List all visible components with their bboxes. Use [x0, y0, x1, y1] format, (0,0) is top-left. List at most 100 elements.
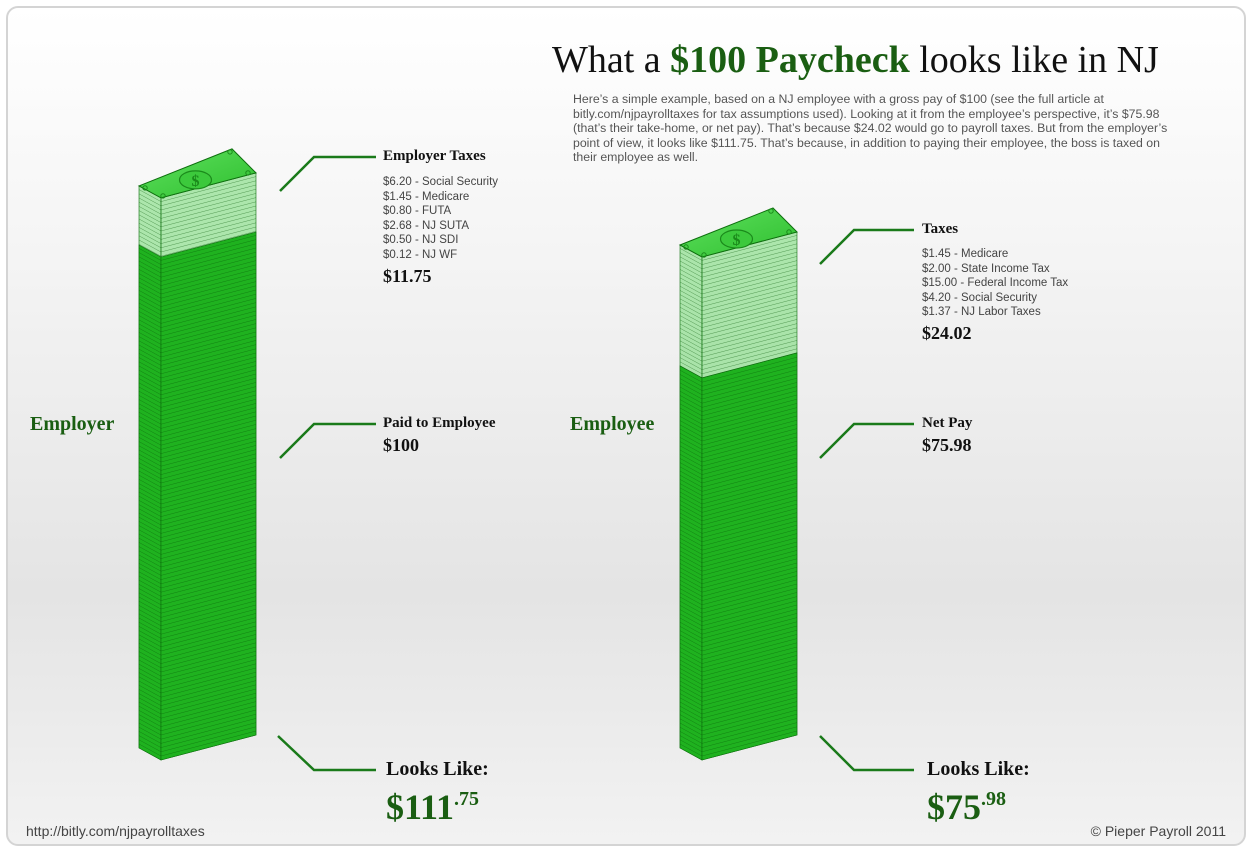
bill-edge-line: [160, 495, 257, 522]
employee-amount-cents: .98: [981, 788, 1006, 810]
bill-edge-line: [138, 546, 162, 559]
bill-edge-line: [138, 319, 162, 333]
bill-edge-line: [701, 537, 798, 564]
bill-edge-line: [160, 453, 257, 480]
bill-edge-line: [701, 348, 798, 375]
bill-edge-line: [701, 445, 798, 471]
bill-edge-line: [701, 319, 798, 345]
bill-edge-line: [679, 487, 703, 501]
bill-edge-line: [138, 285, 162, 299]
page-title: What a $100 Paycheck looks like in NJ: [552, 38, 1159, 82]
bill-edge-line: [138, 428, 162, 442]
bill-edge-line: [160, 424, 257, 450]
bill-edge-line: [138, 416, 162, 429]
employee-taxes-title: Taxes: [922, 221, 959, 237]
bill-edge-line: [138, 739, 162, 753]
bill-edge-line: [138, 298, 162, 312]
bill-edge-line: [160, 256, 257, 282]
bill-edge-line: [679, 479, 703, 492]
bill-edge-line: [679, 332, 703, 345]
bill-edge-line: [160, 684, 257, 711]
bill-edge-line: [160, 671, 257, 698]
bill-edge-line: [701, 718, 798, 744]
employer-tax-line: $6.20 - Social Security: [383, 176, 499, 188]
bill-edge-line: [701, 436, 798, 463]
bill-edge-line: [138, 445, 162, 459]
bill-edge-line: [138, 680, 162, 694]
bill-edge-line: [679, 537, 703, 551]
bill-edge-line: [679, 420, 703, 433]
bill-edge-line: [160, 676, 257, 702]
bill-edge-line: [701, 629, 798, 656]
bill-edge-line: [138, 634, 162, 648]
bill-edge-line: [679, 533, 703, 547]
bill-edge-line: [138, 655, 162, 669]
bill-edge-line: [679, 466, 703, 480]
bill-edge-line: [160, 373, 257, 400]
connector-employee-taxes: [819, 228, 914, 265]
bill-edge-line: [679, 621, 703, 635]
bill-edge-line: [679, 630, 703, 643]
bill-edge-line: [160, 629, 257, 656]
bill-edge-line: [138, 214, 162, 228]
bill-edge-line: [160, 722, 257, 748]
bill-edge-line: [138, 550, 162, 564]
employee-net-title: Net Pay: [922, 415, 973, 431]
bill-edge-line: [160, 709, 257, 736]
bill-edge-line: [160, 659, 257, 685]
bill-edge-line: [160, 520, 257, 547]
money-stacks-art: $ $: [137, 148, 914, 772]
bill-edge-line: [160, 411, 257, 438]
bill-edge-line: [701, 461, 798, 488]
bill-edge-line: [679, 605, 703, 618]
bill-edge-line: [138, 466, 162, 480]
bill-edge-line: [701, 386, 798, 412]
bill-edge-line: [160, 638, 257, 664]
bill-edge-line: [701, 457, 798, 484]
bill-edge-line: [160, 718, 257, 744]
employee-tax-lines: $1.45 - Medicare $2.00 - State Income Ta…: [922, 247, 1068, 320]
bill-corner-dot: [786, 229, 792, 235]
bill-edge-line: [679, 642, 703, 656]
bill-edge-line: [679, 378, 703, 391]
bill-edge-line: [160, 390, 257, 417]
bill-edge-line: [160, 403, 257, 429]
bill-edge-line: [701, 730, 798, 757]
bill-edge-line: [701, 541, 798, 568]
bill-edge-line: [160, 487, 257, 513]
bill-edge-line: [701, 251, 798, 278]
bill-edge-line: [160, 524, 257, 551]
bill-edge-line: [138, 542, 162, 555]
bill-edge-line: [160, 592, 257, 618]
bill-edge-line: [679, 592, 703, 606]
bill-edge-line: [138, 323, 162, 337]
title-pre: What a: [552, 39, 671, 81]
bill-edge-line: [701, 533, 798, 559]
bill-edge-line: [160, 205, 257, 232]
bill-edge-line: [701, 340, 798, 366]
bill-edge-line: [679, 718, 703, 732]
bill-edge-line: [160, 604, 257, 631]
bill-edge-line: [701, 356, 798, 383]
bill-edge-line: [701, 482, 798, 509]
bill-edge-line: [138, 348, 162, 362]
bill-edge-line: [679, 600, 703, 614]
bill-edge-line: [679, 474, 703, 488]
bill-edge-line: [160, 562, 257, 589]
bill-edge-line: [138, 218, 162, 232]
bill-corner-dot: [701, 252, 707, 258]
bill-edge-line: [160, 613, 257, 639]
bill-edge-line: [160, 608, 257, 635]
bill-edge-line: [160, 503, 257, 530]
bill-edge-line: [160, 327, 257, 354]
bill-edge-line: [679, 726, 703, 740]
bill-edge-line: [701, 596, 798, 622]
bill-edge-line: [138, 689, 162, 702]
bill-edge-line: [701, 713, 798, 740]
bill-edge-line: [701, 558, 798, 585]
bill-edge-line: [160, 243, 257, 270]
bill-edge-line: [701, 575, 798, 601]
bill-edge-line: [138, 684, 162, 698]
bill-edge-line: [701, 323, 798, 349]
bill-edge-line: [679, 441, 703, 454]
